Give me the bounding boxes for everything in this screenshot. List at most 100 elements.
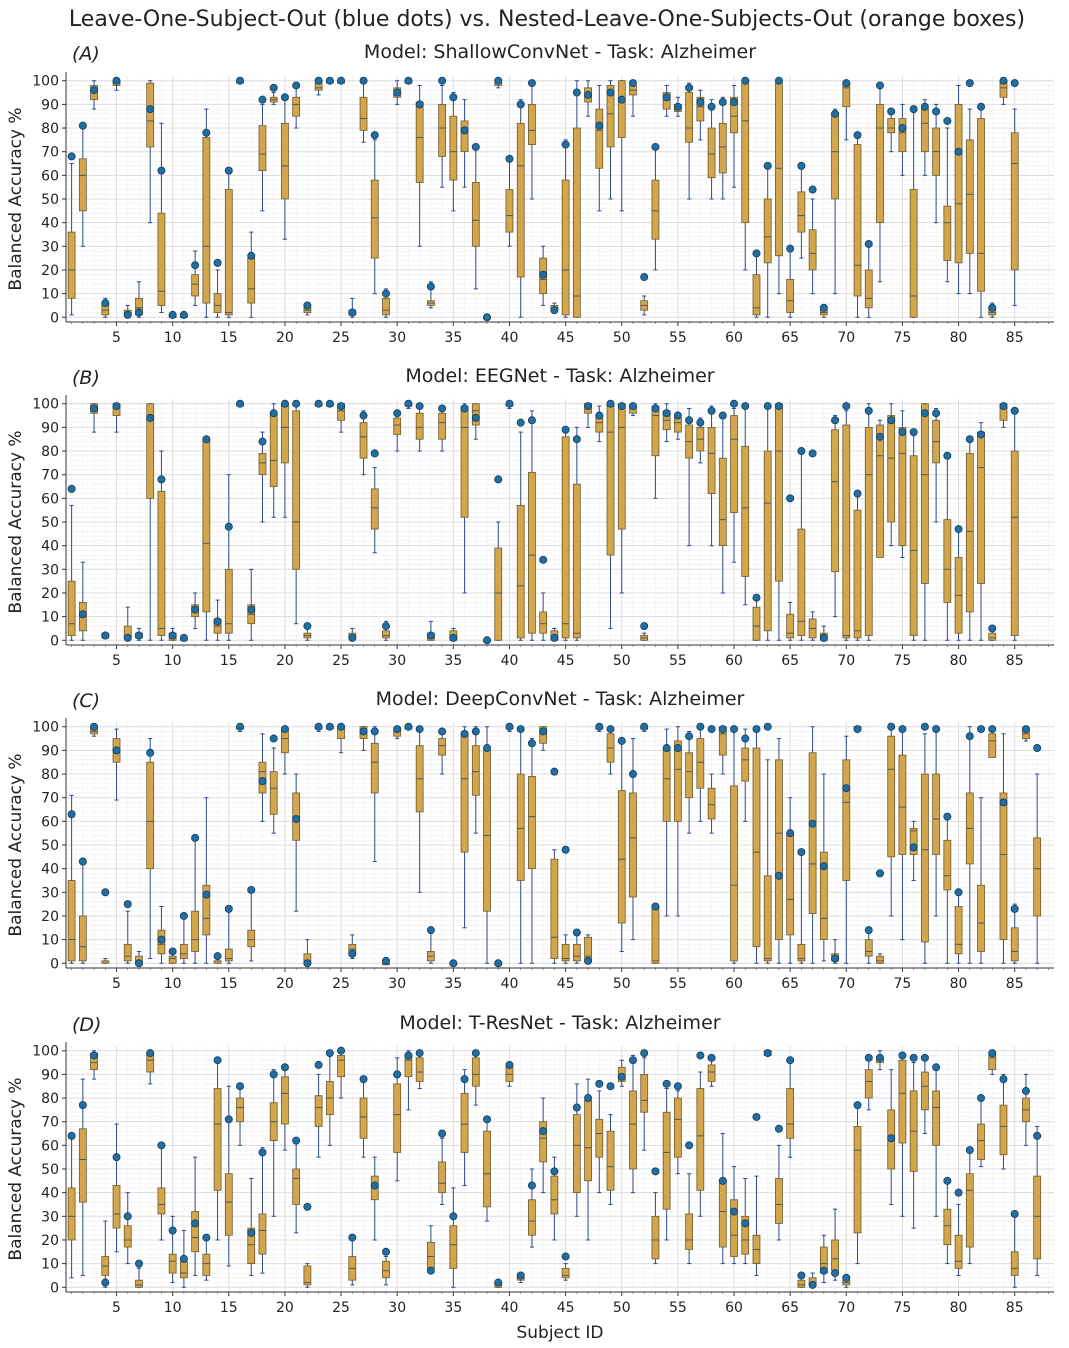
- loso-dot-subject-5: [112, 746, 121, 755]
- box-subject-63: [763, 407, 772, 641]
- box-subject-17: [247, 568, 256, 641]
- loso-dot-subject-36: [460, 729, 469, 738]
- y-tick-label: 10: [41, 610, 59, 626]
- y-tick-label: 40: [41, 862, 59, 878]
- box-iqr: [999, 1104, 1008, 1156]
- box-iqr: [191, 1211, 199, 1253]
- box-subject-72: [864, 403, 873, 641]
- box-iqr: [528, 103, 536, 145]
- box-subject-48: [595, 84, 604, 212]
- loso-dot-subject-11: [179, 1254, 188, 1263]
- box-subject-19: [269, 747, 278, 834]
- box-iqr: [528, 471, 536, 634]
- box-iqr: [528, 776, 536, 870]
- box-iqr: [831, 429, 839, 573]
- box-subject-10: [168, 1215, 177, 1284]
- box-subject-20: [281, 403, 289, 518]
- box-subject-53: [651, 146, 660, 271]
- box-subject-77: [921, 733, 929, 964]
- box-iqr: [797, 1279, 806, 1288]
- y-tick-label: 10: [41, 1257, 59, 1273]
- loso-dot-subject-74: [887, 107, 896, 116]
- box-iqr: [831, 113, 839, 200]
- box-iqr: [528, 1199, 536, 1236]
- box-subject-27: [359, 80, 368, 143]
- loso-dot-subject-16: [236, 76, 245, 85]
- box-subject-81: [965, 108, 974, 295]
- loso-dot-subject-75: [898, 124, 907, 133]
- loso-dot-subject-37: [471, 142, 480, 151]
- loso-dot-subject-44: [550, 1167, 559, 1176]
- box-iqr: [483, 1130, 491, 1208]
- box-iqr: [741, 747, 750, 782]
- loso-dot-subject-24: [325, 399, 334, 408]
- box-iqr: [775, 1178, 783, 1224]
- box-subject-66: [797, 163, 806, 259]
- box-subject-62: [752, 1175, 761, 1276]
- box-subject-9: [157, 906, 166, 964]
- loso-dot-subject-52: [640, 1049, 649, 1058]
- box-iqr: [674, 1097, 682, 1158]
- box-iqr: [954, 906, 963, 955]
- loso-dot-subject-49: [606, 88, 615, 97]
- box-subject-28: [370, 1156, 379, 1241]
- box-subject-19: [269, 403, 278, 518]
- loso-dot-subject-23: [314, 1060, 323, 1069]
- loso-dot-subject-12: [191, 833, 200, 842]
- y-axis-label: Balanced Accuracy %: [6, 107, 26, 290]
- loso-dot-subject-69: [831, 1269, 840, 1278]
- box-iqr: [67, 1187, 76, 1241]
- box-iqr: [864, 426, 873, 636]
- loso-dot-subject-85: [1010, 79, 1019, 88]
- loso-dot-subject-5: [112, 402, 121, 411]
- panel-c: 0 10 20 30 40 50 60 70 80 90 100 5 10 15 20 25 30 35 40 45 5…: [6, 688, 1054, 992]
- box-subject-57: [696, 1071, 705, 1217]
- box-subject-70: [842, 410, 851, 641]
- x-tick-label: 30: [388, 653, 406, 669]
- loso-dot-subject-1: [67, 152, 76, 161]
- box-iqr: [977, 1123, 985, 1160]
- box-subject-41: [516, 431, 525, 641]
- box-subject-1: [67, 1137, 76, 1279]
- box-subject-16: [236, 1085, 244, 1146]
- loso-dot-subject-62: [752, 593, 761, 602]
- loso-dot-subject-38: [483, 636, 492, 645]
- loso-dot-subject-76: [909, 843, 918, 852]
- loso-dot-subject-1: [67, 1131, 76, 1140]
- box-iqr: [977, 118, 985, 292]
- box-iqr: [281, 122, 289, 200]
- box-iqr: [696, 1088, 705, 1191]
- loso-dot-subject-7: [134, 308, 143, 317]
- loso-dot-subject-72: [864, 406, 873, 415]
- box-subject-61: [741, 80, 750, 271]
- loso-dot-subject-19: [269, 83, 278, 92]
- x-tick-label: 75: [894, 1300, 912, 1316]
- x-tick-label: 15: [220, 330, 238, 346]
- box-subject-34: [438, 84, 446, 188]
- box-subject-51: [629, 1054, 637, 1194]
- x-tick-label: 35: [444, 1300, 462, 1316]
- box-subject-18: [258, 431, 267, 523]
- box-iqr: [741, 445, 750, 577]
- loso-dot-subject-15: [224, 166, 233, 175]
- box-subject-21: [292, 1137, 301, 1234]
- loso-dot-subject-80: [954, 888, 963, 897]
- y-tick-label: 100: [32, 720, 59, 736]
- box-iqr: [842, 424, 851, 639]
- loso-dot-subject-10: [168, 310, 177, 319]
- x-tick-label: 55: [669, 1300, 687, 1316]
- box-iqr: [460, 120, 469, 153]
- loso-dot-subject-78: [932, 725, 941, 734]
- x-tick-label: 65: [781, 1300, 799, 1316]
- loso-dot-subject-53: [651, 902, 660, 911]
- box-iqr: [707, 426, 716, 495]
- loso-dot-subject-29: [381, 289, 390, 298]
- loso-dot-subject-25: [337, 402, 346, 411]
- y-tick-label: 30: [41, 1209, 59, 1225]
- box-subject-28: [370, 467, 379, 554]
- box-iqr: [438, 412, 446, 440]
- loso-dot-subject-72: [864, 239, 873, 248]
- box-subject-85: [1010, 903, 1019, 964]
- box-iqr: [494, 547, 503, 641]
